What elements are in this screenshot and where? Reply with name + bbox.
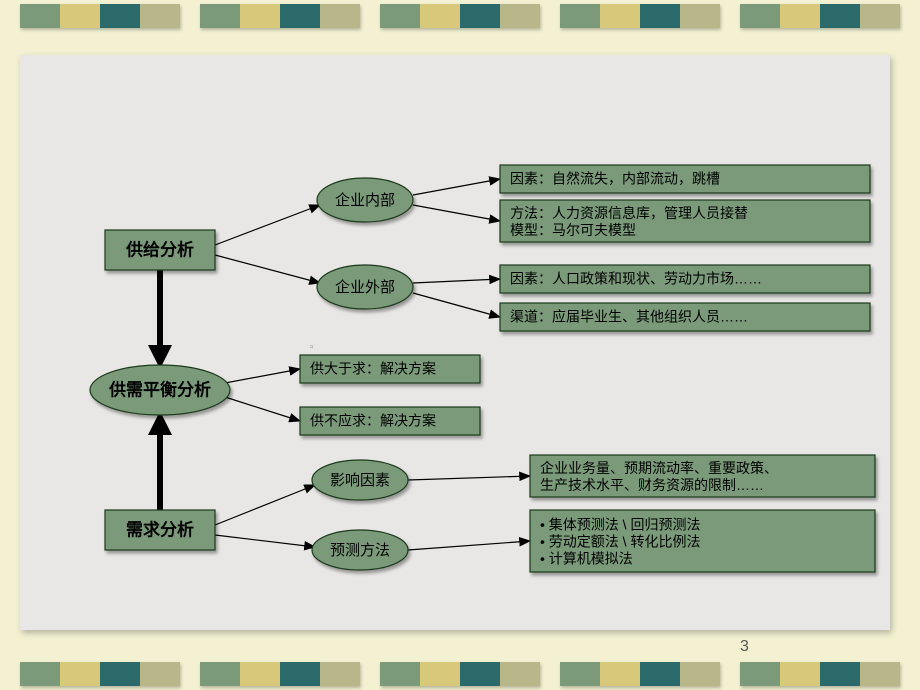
node-balance: 供需平衡分析 bbox=[90, 365, 230, 415]
edge-internal-int2 bbox=[413, 205, 500, 221]
node-fac1-line-1: 生产技术水平、财务资源的限制…… bbox=[540, 477, 764, 493]
node-ext2: 渠道：应届毕业生、其他组织人员…… bbox=[500, 303, 870, 331]
node-int1: 因素：自然流失，内部流动，跳槽 bbox=[500, 165, 870, 193]
node-bal2-label: 供不应求：解决方案 bbox=[310, 413, 436, 429]
node-fac1: 企业业务量、预期流动率、重要政策、生产技术水平、财务资源的限制…… bbox=[530, 455, 875, 497]
bottom-decor-bar bbox=[0, 662, 920, 686]
node-bal1-label: 供大于求：解决方案 bbox=[310, 361, 436, 377]
edge-demand-factors bbox=[215, 485, 315, 525]
top-decor-bar bbox=[0, 4, 920, 28]
node-factors: 影响因素 bbox=[312, 460, 408, 500]
node-bal1: 供大于求：解决方案 bbox=[300, 355, 480, 383]
edge-supply-internal bbox=[215, 205, 320, 245]
node-met1-line-0: • 集体预测法 \ 回归预测法 bbox=[540, 516, 700, 532]
dot-marker: ▫ bbox=[310, 342, 314, 353]
edge-external-ext2 bbox=[413, 293, 500, 317]
edge-demand-methods bbox=[215, 535, 315, 547]
node-met1: • 集体预测法 \ 回归预测法• 劳动定额法 \ 转化比例法• 计算机模拟法 bbox=[530, 510, 875, 572]
slide-canvas: 供给分析 企业内部企业外部 因素：自然流失，内部流动，跳槽方法：人力资源信息库，管理… bbox=[20, 55, 890, 630]
edge-methods-met1 bbox=[408, 541, 530, 550]
node-fac1-line-0: 企业业务量、预期流动率、重要政策、 bbox=[540, 460, 778, 476]
node-int1-label: 因素：自然流失，内部流动，跳槽 bbox=[510, 171, 720, 187]
node-int2-line-0: 方法：人力资源信息库，管理人员接替 bbox=[510, 205, 748, 221]
edge-factors-fac1 bbox=[408, 476, 530, 480]
edge-supply-external bbox=[215, 255, 320, 283]
node-int2-line-1: 模型：马尔可夫模型 bbox=[510, 222, 636, 238]
node-internal: 企业内部 bbox=[317, 178, 413, 222]
node-int2: 方法：人力资源信息库，管理人员接替模型：马尔可夫模型 bbox=[500, 200, 870, 242]
edge-internal-int1 bbox=[413, 179, 500, 195]
node-demand-label: 需求分析 bbox=[126, 519, 194, 539]
node-ext1-label: 因素：人口政策和现状、劳动力市场…… bbox=[510, 271, 762, 287]
node-external: 企业外部 bbox=[317, 265, 413, 309]
node-methods: 预测方法 bbox=[312, 530, 408, 570]
node-supply: 供给分析 bbox=[105, 230, 215, 270]
node-methods-label: 预测方法 bbox=[330, 542, 390, 559]
node-factors-label: 影响因素 bbox=[330, 472, 390, 489]
node-ext2-label: 渠道：应届毕业生、其他组织人员…… bbox=[510, 309, 748, 325]
page-number: 3 bbox=[740, 638, 749, 656]
edge-balance-bal1 bbox=[225, 369, 300, 383]
node-external-label: 企业外部 bbox=[335, 278, 395, 296]
node-met1-line-2: • 计算机模拟法 bbox=[540, 550, 633, 566]
node-ext1: 因素：人口政策和现状、劳动力市场…… bbox=[500, 265, 870, 293]
node-bal2: 供不应求：解决方案 bbox=[300, 407, 480, 435]
edge-balance-bal2 bbox=[225, 397, 300, 421]
flowchart-diagram: 供给分析 企业内部企业外部 因素：自然流失，内部流动，跳槽方法：人力资源信息库，管理… bbox=[20, 55, 890, 630]
node-supply-label: 供给分析 bbox=[125, 239, 194, 259]
node-demand: 需求分析 bbox=[105, 510, 215, 550]
node-internal-label: 企业内部 bbox=[335, 191, 395, 209]
node-balance-label: 供需平衡分析 bbox=[108, 379, 211, 399]
edge-external-ext1 bbox=[413, 279, 500, 283]
node-met1-line-1: • 劳动定额法 \ 转化比例法 bbox=[540, 533, 700, 549]
